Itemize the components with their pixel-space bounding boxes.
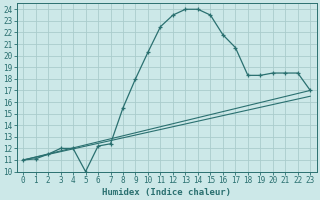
- X-axis label: Humidex (Indice chaleur): Humidex (Indice chaleur): [102, 188, 231, 197]
